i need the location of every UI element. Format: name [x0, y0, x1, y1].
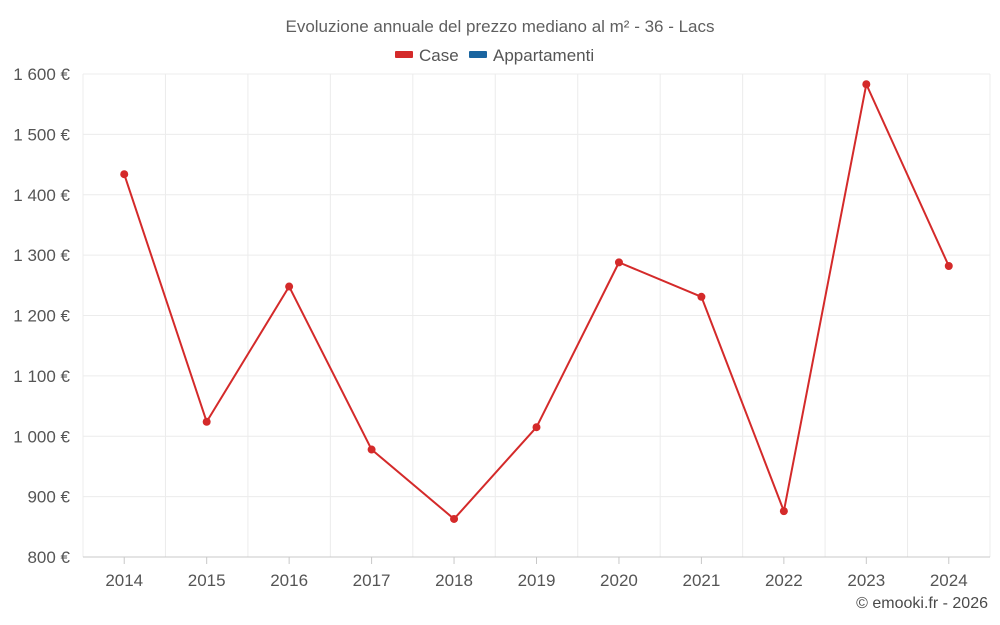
data-point-case[interactable]	[202, 417, 211, 426]
x-axis: 2014 2015 2016 2017 2018 2019 2020 2021 2022 2023…	[83, 556, 990, 590]
x-tick-label: 2024	[930, 571, 968, 590]
x-tick-label: 2021	[682, 571, 720, 590]
data-point-case[interactable]	[779, 507, 788, 516]
data-point-case[interactable]	[614, 258, 623, 267]
gridlines	[82, 73, 991, 557]
data-point-case[interactable]	[944, 261, 953, 270]
data-point-case[interactable]	[120, 170, 129, 179]
y-axis: 800 € 900 € 1 000 € 1 100 € 1 200 € 1 300 € 1 …	[13, 65, 70, 567]
y-tick-label: 800 €	[27, 548, 70, 567]
data-point-case[interactable]	[367, 445, 376, 454]
chart-title: Evoluzione annuale del prezzo mediano al…	[285, 17, 714, 36]
y-tick-label: 1 600 €	[13, 65, 70, 84]
y-tick-label: 1 400 €	[13, 186, 70, 205]
legend-swatch-case	[395, 51, 413, 58]
x-tick-label: 2018	[435, 571, 473, 590]
x-tick-label: 2020	[600, 571, 638, 590]
credit-text: © emooki.fr - 2026	[856, 595, 988, 612]
legend-item-case[interactable]: Case	[395, 46, 459, 65]
y-tick-label: 900 €	[27, 488, 70, 507]
data-point-case[interactable]	[450, 514, 459, 523]
y-tick-label: 1 100 €	[13, 367, 70, 386]
legend-swatch-appartamenti	[469, 51, 487, 58]
data-point-case[interactable]	[862, 80, 871, 89]
y-tick-label: 1 200 €	[13, 307, 70, 326]
legend-label-appartamenti: Appartamenti	[493, 46, 594, 65]
y-tick-label: 1 500 €	[13, 125, 70, 144]
y-tick-label: 1 300 €	[13, 246, 70, 265]
series-case	[120, 80, 953, 523]
x-tick-label: 2022	[765, 571, 803, 590]
x-tick-label: 2023	[847, 571, 885, 590]
legend-label-case: Case	[419, 46, 459, 65]
x-tick-label: 2015	[188, 571, 226, 590]
x-tick-label: 2017	[353, 571, 391, 590]
x-tick-label: 2019	[518, 571, 556, 590]
legend-item-appartamenti[interactable]: Appartamenti	[469, 46, 594, 65]
data-point-case[interactable]	[697, 292, 706, 301]
legend: Case Appartamenti	[395, 46, 594, 65]
x-tick-label: 2014	[105, 571, 143, 590]
y-tick-label: 1 000 €	[13, 427, 70, 446]
data-point-case[interactable]	[285, 282, 294, 291]
data-point-case[interactable]	[532, 423, 541, 432]
x-tick-label: 2016	[270, 571, 308, 590]
